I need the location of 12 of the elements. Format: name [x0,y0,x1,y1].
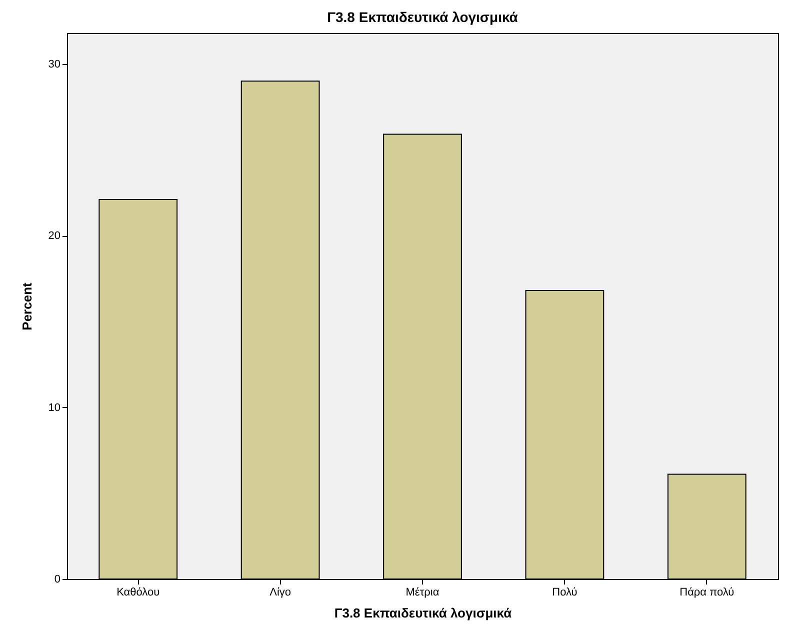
x-tick-label: Πολύ [552,586,578,598]
chart-title: Γ3.8 Εκπαιδευτικά λογισμικά [327,9,518,25]
x-tick-label: Καθόλου [116,586,160,598]
y-tick-label: 30 [48,58,60,70]
x-axis-title: Γ3.8 Εκπαιδευτικά λογισμικά [334,606,512,620]
y-tick-label: 10 [48,402,60,414]
y-axis-title: Percent [19,282,34,330]
x-tick-label: Μέτρια [406,586,440,598]
x-tick-label: Λίγο [270,586,292,598]
y-tick-label: 20 [48,230,60,242]
y-tick-label: 0 [54,574,60,586]
x-tick-label: Πάρα πολύ [680,586,734,598]
